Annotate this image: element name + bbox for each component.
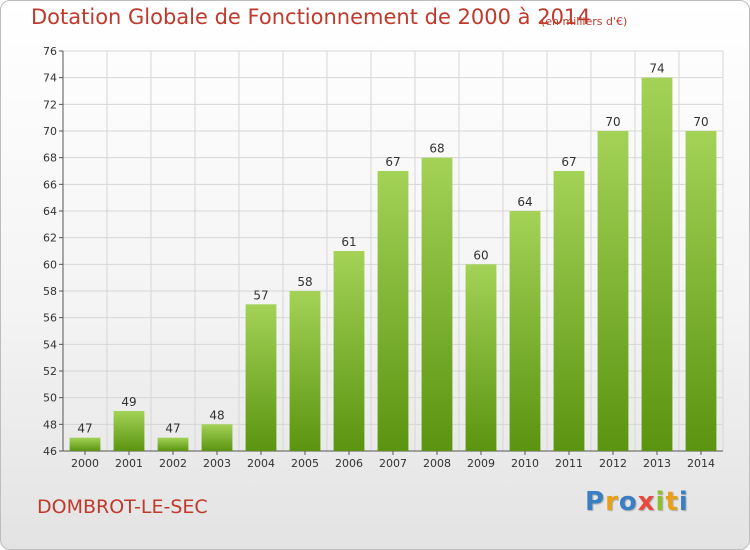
x-tick-label: 2012 [599, 457, 627, 470]
x-tick-label: 2013 [643, 457, 671, 470]
x-tick-label: 2006 [335, 457, 363, 470]
labels: 46 48 50 52 54 56 58 60 62 64 66 68 70 72 74 76 47 2000 49… [43, 45, 715, 470]
x-tick-label: 2005 [291, 457, 319, 470]
bar [333, 251, 365, 451]
y-tick-label: 74 [43, 72, 57, 85]
x-tick-label: 2010 [511, 457, 539, 470]
bar [113, 411, 145, 451]
bar [377, 171, 409, 451]
y-tick-label: 64 [43, 205, 57, 218]
bar-value-label: 74 [649, 62, 664, 76]
y-tick-label: 52 [43, 365, 57, 378]
commune-name: DOMBROT-LE-SEC [37, 496, 208, 518]
bar [597, 131, 629, 451]
bar-value-label: 64 [517, 195, 532, 209]
y-tick-label: 76 [43, 45, 57, 58]
chart-subtitle: (en milliers d'€) [541, 15, 628, 28]
bar [69, 437, 101, 451]
bar-value-label: 70 [605, 115, 620, 129]
bar-value-label: 47 [165, 422, 180, 436]
bar [157, 437, 189, 451]
x-tick-label: 2011 [555, 457, 583, 470]
y-tick-label: 46 [43, 445, 57, 458]
bar-value-label: 60 [473, 248, 488, 262]
y-tick-label: 58 [43, 285, 57, 298]
x-tick-label: 2001 [115, 457, 143, 470]
y-tick-label: 50 [43, 392, 57, 405]
bar-value-label: 61 [341, 235, 356, 249]
y-tick-label: 62 [43, 232, 57, 245]
bar [289, 291, 321, 451]
y-tick-label: 66 [43, 178, 57, 191]
x-tick-label: 2000 [71, 457, 99, 470]
bar [201, 424, 233, 451]
x-tick-label: 2009 [467, 457, 495, 470]
chart-title: Dotation Globale de Fonctionnement de 20… [31, 5, 591, 29]
bar [421, 157, 453, 451]
bar-value-label: 67 [561, 155, 576, 169]
bar [509, 211, 541, 451]
proxiti-logo: Proxiti [585, 487, 689, 517]
bar-value-label: 48 [209, 408, 224, 422]
y-tick-label: 56 [43, 312, 57, 325]
bar-value-label: 47 [77, 422, 92, 436]
x-tick-label: 2014 [687, 457, 715, 470]
bar-value-label: 58 [297, 275, 312, 289]
bar-value-label: 68 [429, 142, 444, 156]
bar-value-label: 67 [385, 155, 400, 169]
bars [69, 77, 717, 452]
bar-value-label: 49 [121, 395, 136, 409]
bar [685, 131, 717, 451]
y-tick-label: 70 [43, 125, 57, 138]
y-tick-label: 48 [43, 418, 57, 431]
bar [465, 264, 497, 451]
bar-value-label: 70 [693, 115, 708, 129]
y-tick-label: 72 [43, 98, 57, 111]
x-tick-label: 2008 [423, 457, 451, 470]
x-tick-label: 2007 [379, 457, 407, 470]
x-tick-label: 2003 [203, 457, 231, 470]
bar-value-label: 57 [253, 288, 268, 302]
x-tick-label: 2002 [159, 457, 187, 470]
y-tick-label: 54 [43, 338, 57, 351]
bar [641, 77, 673, 452]
bar [245, 304, 277, 451]
y-tick-label: 68 [43, 152, 57, 165]
x-tick-label: 2004 [247, 457, 275, 470]
bar [553, 171, 585, 451]
y-tick-label: 60 [43, 258, 57, 271]
